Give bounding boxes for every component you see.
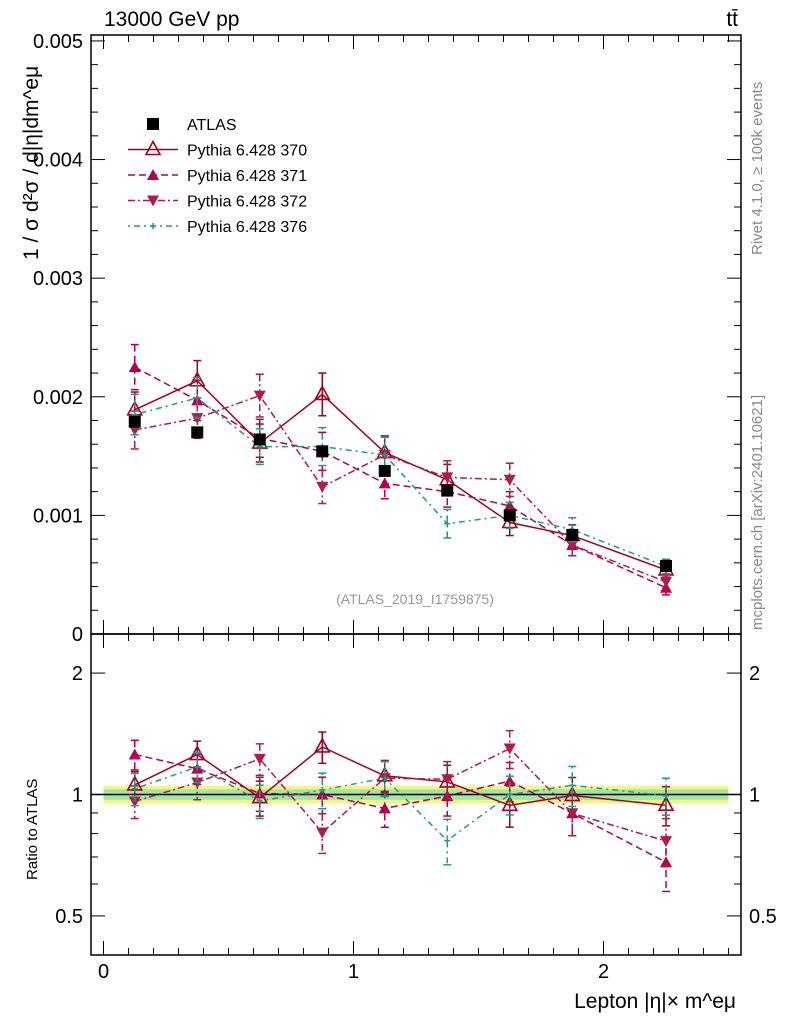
main-data-point [128, 361, 141, 373]
main-data-point [316, 445, 329, 458]
ratio-data-point [566, 808, 579, 820]
ratio-data-point [128, 748, 141, 760]
main-data-point [378, 477, 391, 489]
main-data-point [503, 474, 516, 486]
legend-label: Pythia 6.428 371 [187, 168, 307, 185]
main-data-point [441, 484, 454, 497]
ratio-data-point [501, 795, 519, 812]
main-data-point [660, 576, 672, 588]
legend-marker [144, 139, 162, 156]
rivet-label: Rivet 4.1.0, ≥ 100k events [749, 82, 766, 255]
main-series-line [134, 379, 667, 571]
x-tick-label: 0 [98, 961, 109, 983]
legend-label: Pythia 6.428 372 [187, 194, 307, 211]
main-data-point [194, 394, 201, 401]
header-energy: 13000 GeV pp [104, 8, 239, 31]
main-data-point [503, 499, 516, 511]
ratio-series-line [134, 753, 667, 863]
ratio-y-tick-label: 0.5 [749, 906, 777, 928]
ratio-data-point [316, 827, 329, 839]
ratio-data-point [660, 836, 672, 848]
main-data-point [253, 433, 266, 446]
ratio-y-tick-label: 1 [749, 785, 760, 807]
main-data-point [191, 426, 204, 439]
y-tick-label: 0 [72, 624, 83, 646]
x-tick-label: 2 [598, 961, 609, 983]
mcplots-label: mcplots.cern.ch [arXiv:2401.10621] [749, 395, 766, 630]
ratio-data-point [506, 791, 513, 798]
legend-entry-3: Pythia 6.428 372 [128, 194, 307, 211]
ratio-data-point [381, 775, 388, 782]
main-series-line [134, 394, 667, 583]
legend-label: Pythia 6.428 370 [187, 143, 307, 160]
y-tick-label: 0.005 [33, 31, 83, 53]
legend-marker [147, 169, 159, 180]
main-data-point [128, 415, 141, 428]
ratio-y-tick-label: 1 [72, 785, 83, 807]
ratio-data-point [444, 837, 451, 844]
ratio-data-point [253, 753, 266, 765]
main-data-point [381, 451, 388, 458]
ratio-data-point [313, 737, 331, 753]
ratio-data-point [131, 785, 138, 792]
ratio-data-point [378, 802, 391, 814]
analysis-watermark: (ATLAS_2019_I1759875) [336, 591, 494, 607]
x-tick-label: 1 [348, 961, 359, 983]
legend-entry-4: Pythia 6.428 376 [128, 219, 307, 236]
ratio-ylabel: Ratio to ATLAS [24, 779, 41, 880]
ratio-data-point [256, 798, 263, 805]
ratio-data-point [663, 792, 669, 799]
ratio-data-point [503, 743, 516, 755]
ratio-y-tick-label: 2 [749, 663, 760, 685]
ratio-series-4 [130, 751, 670, 866]
main-data-point [378, 464, 391, 477]
y-tick-label: 0.001 [33, 505, 83, 527]
main-data-point [253, 390, 266, 402]
legend-label: Pythia 6.428 376 [187, 219, 307, 236]
ratio-data-point [503, 775, 516, 787]
ratio-data-point [194, 763, 201, 770]
main-series-line [134, 366, 667, 589]
main-series-1 [126, 359, 675, 578]
y-tick-label: 0.004 [33, 150, 83, 172]
ratio-series-1 [126, 731, 675, 828]
legend-marker [147, 195, 159, 207]
main-series-line [134, 397, 667, 568]
main-data-point [444, 520, 451, 527]
y-tick-label: 0.003 [33, 268, 83, 290]
ratio-y-tick-label: 0.5 [55, 906, 83, 928]
main-data-point [313, 384, 331, 401]
ratio-y-tick-label: 2 [72, 663, 83, 685]
xlabel: Lepton |η|× m^eμ [574, 990, 736, 1013]
y-tick-label: 0.002 [33, 387, 83, 409]
ratio-data-point [316, 788, 329, 800]
main-data-point [566, 528, 579, 541]
main-data-point [660, 559, 672, 572]
main-data-point [503, 509, 516, 522]
ratio-data-point [441, 774, 454, 786]
ratio-data-point [128, 796, 141, 808]
main-series-4 [130, 377, 670, 575]
legend-entry-1: Pythia 6.428 370 [128, 139, 307, 160]
header-process: tt̄ [726, 8, 738, 31]
main-series-3 [128, 373, 672, 590]
ratio-data-point [569, 782, 576, 789]
main-series-0 [128, 415, 672, 572]
legend-marker [150, 223, 156, 229]
main-data-point [128, 424, 141, 436]
legend-entry-0: ATLAS [147, 117, 237, 134]
main-ylabel: 1 / σ d²σ / d|η|dm^eμ [20, 66, 43, 260]
legend-entry-2: Pythia 6.428 371 [128, 168, 307, 185]
legend-marker [147, 118, 159, 130]
main-data-point [441, 472, 454, 484]
main-data-point [316, 481, 329, 493]
ratio-data-point [319, 787, 326, 794]
ratio-data-point [660, 856, 672, 868]
main-series-2 [128, 343, 672, 596]
main-data-point [566, 540, 579, 552]
legend-label: ATLAS [187, 117, 237, 134]
